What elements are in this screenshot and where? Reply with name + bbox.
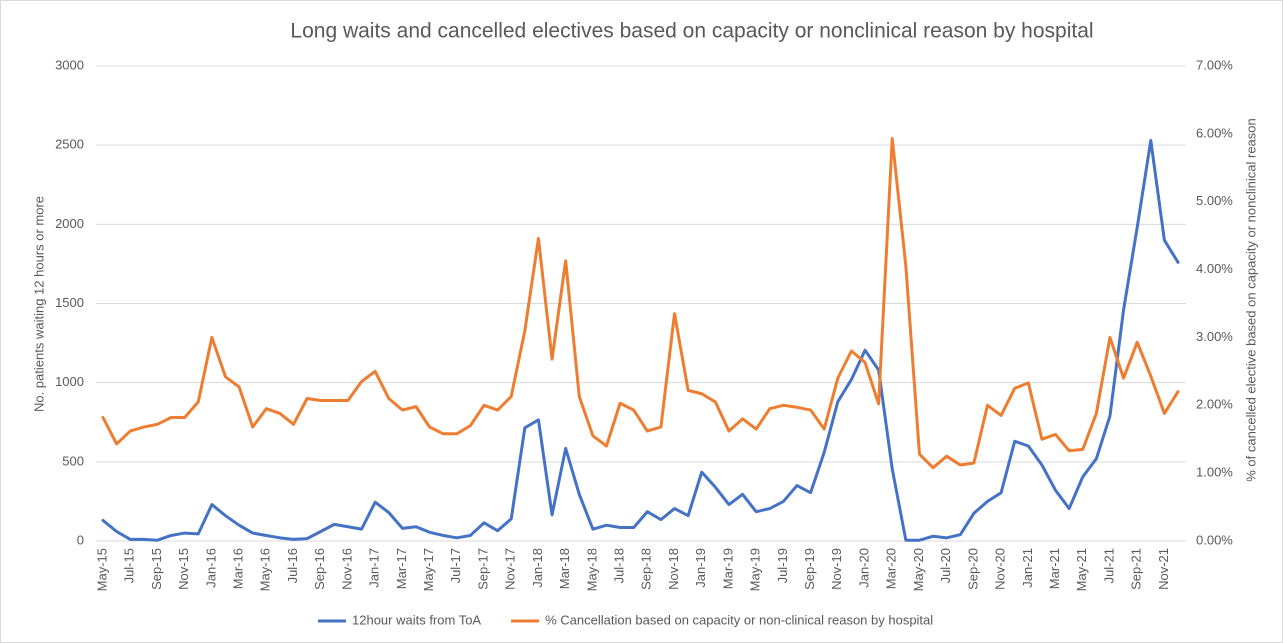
y-tick-label: 3000 xyxy=(55,57,84,72)
y-tick-label: 1000 xyxy=(55,374,84,389)
x-tick-label: Jul-21 xyxy=(1101,548,1116,583)
chart-title: Long waits and cancelled electives based… xyxy=(290,20,1093,43)
x-tick-label: May-17 xyxy=(421,548,436,591)
y2-tick-label: 0.00% xyxy=(1196,532,1233,547)
y2-axis-title: % of cancelled elective based on capacit… xyxy=(1243,118,1258,482)
x-tick-label: Jan-19 xyxy=(693,548,708,588)
x-tick-label: May-16 xyxy=(258,548,273,591)
x-tick-label: Nov-17 xyxy=(503,548,518,590)
x-tick-label: Jul-20 xyxy=(938,548,953,583)
legend-label: % Cancellation based on capacity or non-… xyxy=(545,612,933,627)
y-tick-label: 1500 xyxy=(55,295,84,310)
x-tick-label: Sep-16 xyxy=(312,548,327,590)
y2-tick-label: 6.00% xyxy=(1196,125,1233,140)
y-tick-label: 500 xyxy=(62,453,84,468)
x-tick-label: Mar-21 xyxy=(1047,548,1062,589)
x-tick-label: Mar-18 xyxy=(557,548,572,589)
x-tick-label: May-20 xyxy=(911,548,926,591)
x-tick-label: Sep-18 xyxy=(639,548,654,590)
legend-label: 12hour waits from ToA xyxy=(352,612,481,627)
x-tick-label: Jul-17 xyxy=(448,548,463,583)
x-tick-label: Mar-19 xyxy=(720,548,735,589)
y2-tick-label: 4.00% xyxy=(1196,261,1233,276)
x-tick-label: Nov-15 xyxy=(176,548,191,590)
x-tick-label: May-21 xyxy=(1074,548,1089,591)
x-tick-label: Nov-21 xyxy=(1156,548,1171,590)
x-tick-label: Sep-20 xyxy=(965,548,980,590)
y2-tick-label: 2.00% xyxy=(1196,397,1233,412)
x-tick-label: Jul-18 xyxy=(612,548,627,583)
x-tick-label: Nov-19 xyxy=(829,548,844,590)
x-tick-label: Mar-17 xyxy=(394,548,409,589)
x-tick-label: Mar-16 xyxy=(231,548,246,589)
y2-tick-label: 7.00% xyxy=(1196,57,1233,72)
y-tick-label: 2500 xyxy=(55,137,84,152)
x-tick-label: Sep-17 xyxy=(475,548,490,590)
x-tick-label: Sep-19 xyxy=(802,548,817,590)
y-tick-label: 0 xyxy=(77,532,84,547)
y2-tick-label: 5.00% xyxy=(1196,193,1233,208)
x-tick-label: Jul-15 xyxy=(122,548,137,583)
x-tick-label: Nov-18 xyxy=(666,548,681,590)
x-tick-label: May-19 xyxy=(748,548,763,591)
x-tick-label: Jul-16 xyxy=(285,548,300,583)
y-axis-title: No. patients waiting 12 hours or more xyxy=(31,196,46,412)
x-tick-label: Jul-19 xyxy=(775,548,790,583)
x-tick-label: Jan-17 xyxy=(367,548,382,588)
x-tick-label: Jan-21 xyxy=(1020,548,1035,588)
x-tick-label: Jan-16 xyxy=(203,548,218,588)
y2-tick-label: 3.00% xyxy=(1196,329,1233,344)
y-tick-label: 2000 xyxy=(55,216,84,231)
x-tick-label: Sep-21 xyxy=(1129,548,1144,590)
x-tick-label: Sep-15 xyxy=(149,548,164,590)
x-tick-label: May-18 xyxy=(584,548,599,591)
x-tick-label: Jan-18 xyxy=(530,548,545,588)
series-line xyxy=(101,138,1180,542)
x-tick-label: Mar-20 xyxy=(884,548,899,589)
y2-tick-label: 1.00% xyxy=(1196,465,1233,480)
x-tick-label: May-15 xyxy=(94,548,109,591)
x-tick-label: Nov-16 xyxy=(339,548,354,590)
series-line xyxy=(101,137,1180,470)
x-tick-label: Jan-20 xyxy=(856,548,871,588)
x-tick-label: Nov-20 xyxy=(993,548,1008,590)
